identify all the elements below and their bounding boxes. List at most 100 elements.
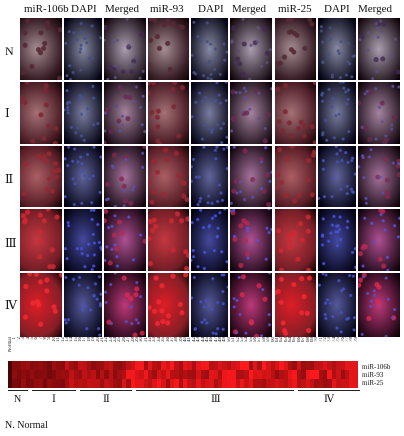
heatmap-cell <box>8 361 13 370</box>
heatmap-cell <box>148 379 153 388</box>
heatmap-cell <box>204 379 210 388</box>
micrograph-merged-row4-col2 <box>104 273 146 337</box>
heatmap-cell <box>139 361 145 370</box>
micrograph-dapi-row1-col1 <box>64 82 102 144</box>
heatmap-cell <box>222 370 228 379</box>
micrograph-merged-row3-col5 <box>230 209 272 271</box>
heatmap-cell <box>235 370 241 379</box>
heatmap-cell <box>305 361 311 370</box>
heatmap-cell <box>213 370 219 379</box>
heatmap-cell <box>60 370 66 379</box>
heatmap-cell <box>218 361 223 370</box>
heatmap-cell <box>51 379 57 388</box>
micrograph-dapi-row0-col1 <box>64 18 102 80</box>
caption: N. Normal <box>5 420 48 431</box>
heatmap-cell <box>331 379 337 388</box>
micrograph-merged-row2-col2 <box>104 146 146 207</box>
heatmap-cell <box>209 370 215 379</box>
heatmap-cell <box>314 361 320 370</box>
heatmap-cell <box>95 379 101 388</box>
heatmap-cell <box>38 370 44 379</box>
heatmap-cell <box>318 370 324 379</box>
heatmap-cell <box>340 361 346 370</box>
heatmap-cell <box>344 370 350 379</box>
heatmap-cell <box>266 379 271 388</box>
heatmap-cell <box>12 361 18 370</box>
heatmap-cell <box>148 370 153 379</box>
heatmap-cell <box>253 379 258 388</box>
heatmap-cell <box>95 370 101 379</box>
heatmap-cell <box>349 361 355 370</box>
heatmap-cell <box>222 361 228 370</box>
heatmap-cell <box>64 361 70 370</box>
heatmap-cell <box>113 370 118 379</box>
heatmap-cell <box>327 361 333 370</box>
heatmap-cell <box>47 370 53 379</box>
heatmap-cell <box>296 361 302 370</box>
heatmap-cell <box>69 370 75 379</box>
heatmap-cell <box>161 370 166 379</box>
group-label-3: Ⅲ <box>211 394 221 405</box>
heatmap-cell <box>231 370 236 379</box>
heatmap-cell <box>283 370 289 379</box>
micrograph-red-row2-col6 <box>275 146 316 207</box>
heatmap-cell <box>169 370 175 379</box>
heatmap-cell <box>152 379 158 388</box>
micrograph-red-row2-col3 <box>148 146 189 207</box>
group-line-4 <box>298 390 360 391</box>
heatmap-cell <box>244 370 250 379</box>
micrograph-dapi-row0-col4 <box>191 18 228 80</box>
heatmap-cell <box>257 379 263 388</box>
heatmap-cell <box>253 361 258 370</box>
heatmap-cell <box>187 361 193 370</box>
heatmap-cell <box>104 379 110 388</box>
heatmap-cell <box>174 370 180 379</box>
micrograph-merged-row2-col5 <box>230 146 272 207</box>
micrograph-dapi-row0-col7 <box>318 18 356 80</box>
heatmap-cell <box>305 379 311 388</box>
heatmap-cell <box>161 379 166 388</box>
heatmap-cell <box>200 361 206 370</box>
sample-label: 79 <box>353 337 359 342</box>
heatmap-cell <box>25 361 31 370</box>
heatmap-cell <box>21 370 26 379</box>
heatmap-cell <box>261 361 267 370</box>
heatmap-cell <box>12 379 18 388</box>
heatmap-cell <box>257 370 263 379</box>
heatmap-cell <box>270 361 276 370</box>
group-label-n: N <box>14 394 22 405</box>
micrograph-merged-row1-col5 <box>230 82 272 144</box>
group-line-2 <box>80 390 132 391</box>
heatmap-cell <box>353 361 359 370</box>
micrograph-dapi-row2-col4 <box>191 146 228 207</box>
heatmap-cell <box>305 370 311 379</box>
heatmap-cell <box>288 370 293 379</box>
heatmap-cell <box>126 370 131 379</box>
heatmap-cell <box>156 361 162 370</box>
heatmap-cell <box>178 361 184 370</box>
heatmap-cell <box>126 361 131 370</box>
heatmap-cell <box>38 379 44 388</box>
micrograph-merged-row0-col2 <box>104 18 146 80</box>
micrograph-dapi-row4-col7 <box>318 273 356 337</box>
header-mir-25: miR-25 <box>278 3 312 15</box>
heatmap-cell <box>196 370 201 379</box>
heatmap-cell <box>270 379 276 388</box>
micrograph-red-row3-col0 <box>20 209 62 271</box>
heatmap-cell <box>309 361 315 370</box>
micrograph-red-row2-col0 <box>20 146 62 207</box>
heatmap-cell <box>200 379 206 388</box>
micrograph-dapi-row1-col7 <box>318 82 356 144</box>
row-label-4: Ⅳ <box>5 298 17 312</box>
heatmap-cell <box>279 379 285 388</box>
heatmap-cell <box>29 379 35 388</box>
heatmap-cell <box>244 361 250 370</box>
group-label-1: Ⅰ <box>52 394 56 405</box>
micrograph-red-row4-col3 <box>148 273 189 337</box>
heatmap-cell <box>117 370 123 379</box>
heatmap-cell <box>226 370 232 379</box>
heatmap-cell <box>169 379 175 388</box>
heatmap-cell <box>183 361 188 370</box>
heatmap-cell <box>121 361 127 370</box>
heatmap-cell <box>73 370 79 379</box>
